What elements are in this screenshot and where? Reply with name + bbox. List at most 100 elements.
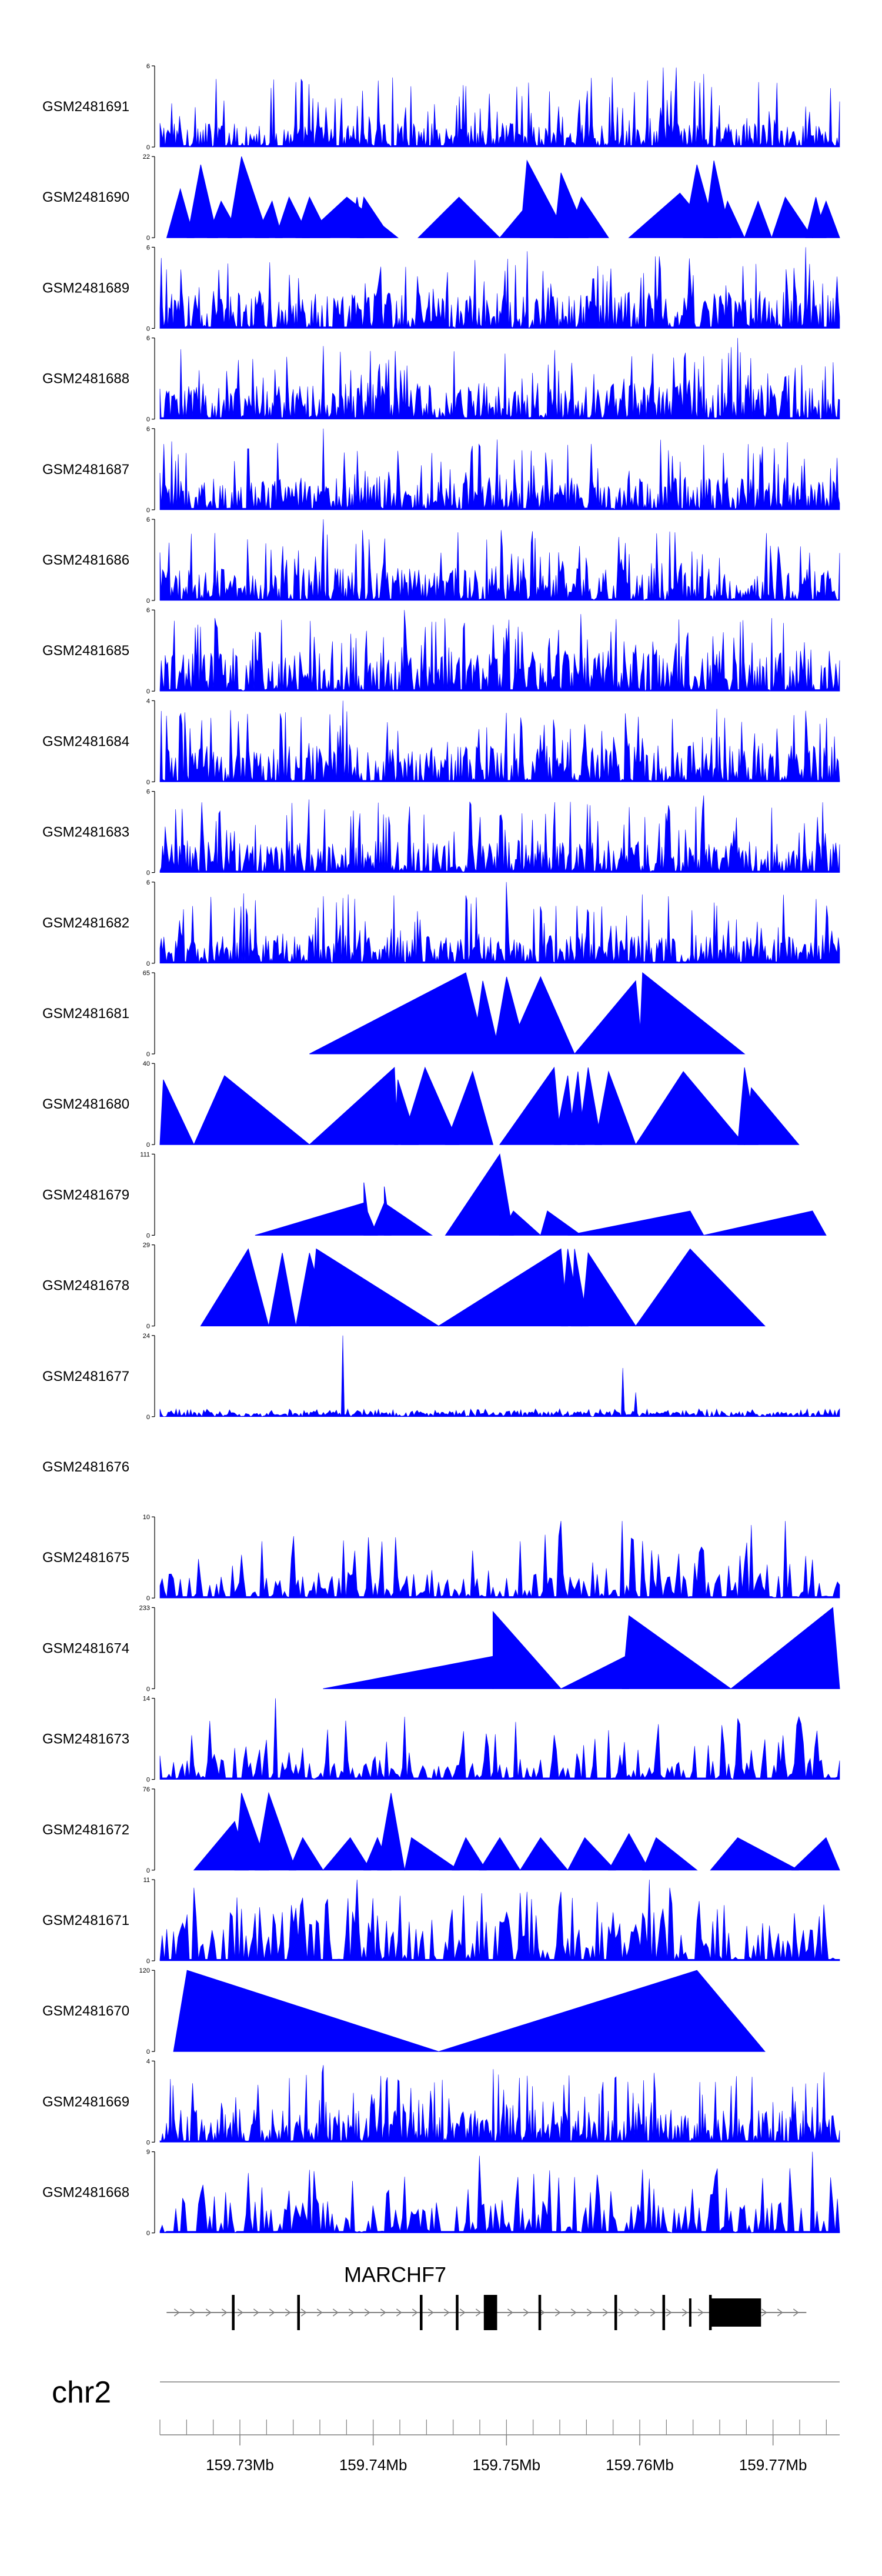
y-axis-min-label: 0 <box>146 235 150 242</box>
track-label: GSM2481676 <box>42 1459 129 1475</box>
strand-arrow <box>634 2308 640 2317</box>
y-axis-max-label: 65 <box>143 970 150 977</box>
coverage-peak <box>540 1210 583 1236</box>
track-gsm2481677: GSM2481677 24 0 <box>42 1333 840 1421</box>
track-label: GSM2481689 <box>42 280 129 296</box>
track-label: GSM2481673 <box>42 1731 129 1747</box>
track-gsm2481676: GSM2481676 <box>42 1459 129 1475</box>
coverage-peak <box>574 980 643 1055</box>
coverage-peak <box>268 1253 296 1327</box>
y-axis-max-label: 6 <box>146 426 150 433</box>
coverage-profile <box>159 338 840 419</box>
coverage-peak <box>309 1067 399 1145</box>
coverage-peak <box>479 1837 521 1871</box>
coverage-peak <box>635 1248 766 1327</box>
track-label: GSM2481678 <box>42 1278 129 1294</box>
strand-arrow <box>332 2308 339 2317</box>
y-axis-max-label: 6 <box>146 63 150 70</box>
coverage-peak <box>577 1067 602 1145</box>
y-axis-min-label: 0 <box>146 1777 150 1784</box>
track-label: GSM2481681 <box>42 1006 129 1022</box>
coverage-peak <box>492 1610 562 1689</box>
y-axis-min-label: 0 <box>146 2048 150 2056</box>
track-gsm2481671: GSM2481671 11 0 <box>42 1877 840 1965</box>
coverage-peak <box>472 980 500 1055</box>
y-axis-max-label: 14 <box>143 1696 150 1703</box>
coverage-peak <box>370 1202 433 1236</box>
track-gsm2481673: GSM2481673 14 0 <box>42 1696 840 1784</box>
coverage-peak <box>255 1791 296 1871</box>
track-label: GSM2481674 <box>42 1640 129 1656</box>
track-label: GSM2481677 <box>42 1369 129 1384</box>
track-gsm2481678: GSM2481678 29 0 <box>42 1242 766 1330</box>
coverage-peak <box>255 200 283 238</box>
coverage-peak <box>744 1087 800 1145</box>
y-axis-max-label: 111 <box>140 1151 150 1158</box>
track-gsm2481687: GSM2481687 6 0 <box>42 426 840 514</box>
coverage-peak <box>173 1970 439 2052</box>
y-axis-max-label: 9 <box>146 2149 150 2156</box>
coverage-peak <box>730 1607 840 1689</box>
strand-arrow <box>253 2308 259 2317</box>
track-label: GSM2481684 <box>42 733 129 749</box>
coverage-peak <box>288 1837 324 1871</box>
x-axis-tick-label: 159.77Mb <box>739 2456 807 2474</box>
coverage-peak <box>404 1837 460 1871</box>
coverage-peak <box>642 1837 698 1871</box>
y-axis-min-label: 0 <box>146 144 150 151</box>
track-label: GSM2481668 <box>42 2185 129 2201</box>
track-label: GSM2481682 <box>42 915 129 931</box>
strand-arrow <box>380 2308 386 2317</box>
strand-arrow <box>697 2308 704 2317</box>
y-axis-min-label: 0 <box>146 1323 150 1330</box>
coverage-profile <box>159 1698 840 1780</box>
gene-exon <box>710 2298 761 2327</box>
coverage-peak <box>581 1252 637 1327</box>
coverage-profile <box>159 2065 840 2143</box>
coverage-peak <box>228 156 269 238</box>
coverage-profile <box>159 1521 840 1599</box>
track-gsm2481683: GSM2481683 6 0 <box>42 789 840 877</box>
y-axis-max-label: 6 <box>146 335 150 342</box>
strand-arrow <box>396 2308 402 2317</box>
gene-model: MARCHF7 <box>166 2263 807 2330</box>
strand-arrow <box>412 2308 418 2317</box>
strand-arrow <box>364 2308 370 2317</box>
gene-exon <box>232 2295 235 2330</box>
coverage-peak <box>309 972 487 1055</box>
coverage-peak <box>520 159 569 238</box>
y-axis-max-label: 6 <box>146 607 150 614</box>
x-axis: chr2 159.73Mb 159.74Mb 159.75Mb 159.76Mb 159.… <box>52 2375 840 2474</box>
strand-arrow <box>427 2308 434 2317</box>
track-gsm2481675: GSM2481675 10 0 <box>42 1514 840 1602</box>
track-gsm2481681: GSM2481681 65 0 <box>42 970 746 1058</box>
strand-arrow <box>285 2308 291 2317</box>
strand-arrow <box>173 2308 180 2317</box>
track-gsm2481680: GSM2481680 40 0 <box>42 1060 800 1149</box>
coverage-peak <box>417 196 501 238</box>
y-axis-max-label: 24 <box>143 1333 150 1340</box>
y-axis-max-label: 11 <box>143 1877 150 1884</box>
y-axis-min-label: 0 <box>146 870 150 877</box>
coverage-peak <box>438 1970 766 2052</box>
x-axis-tick-label: 159.73Mb <box>206 2456 274 2474</box>
coverage-peak <box>567 1837 616 1871</box>
y-axis-min-label: 0 <box>146 1867 150 1874</box>
track-gsm2481670: GSM2481670 120 0 <box>42 1967 766 2056</box>
coverage-peak <box>499 1066 562 1145</box>
coverage-profile <box>159 2151 840 2233</box>
coverage-peak <box>186 164 218 238</box>
x-axis-tick-label: 159.76Mb <box>606 2456 674 2474</box>
track-label: GSM2481680 <box>42 1096 129 1112</box>
track-label: GSM2481679 <box>42 1187 129 1203</box>
track-label: GSM2481686 <box>42 552 129 568</box>
strand-arrow <box>269 2308 275 2317</box>
gene-exon <box>689 2298 691 2327</box>
y-axis-min-label: 0 <box>146 688 150 695</box>
track-label: GSM2481691 <box>42 99 129 115</box>
strand-arrow <box>761 2308 767 2317</box>
coverage-peak <box>622 1615 732 1689</box>
coverage-peak <box>200 1248 269 1327</box>
coverage-profile <box>159 67 840 148</box>
coverage-profile <box>159 882 840 964</box>
